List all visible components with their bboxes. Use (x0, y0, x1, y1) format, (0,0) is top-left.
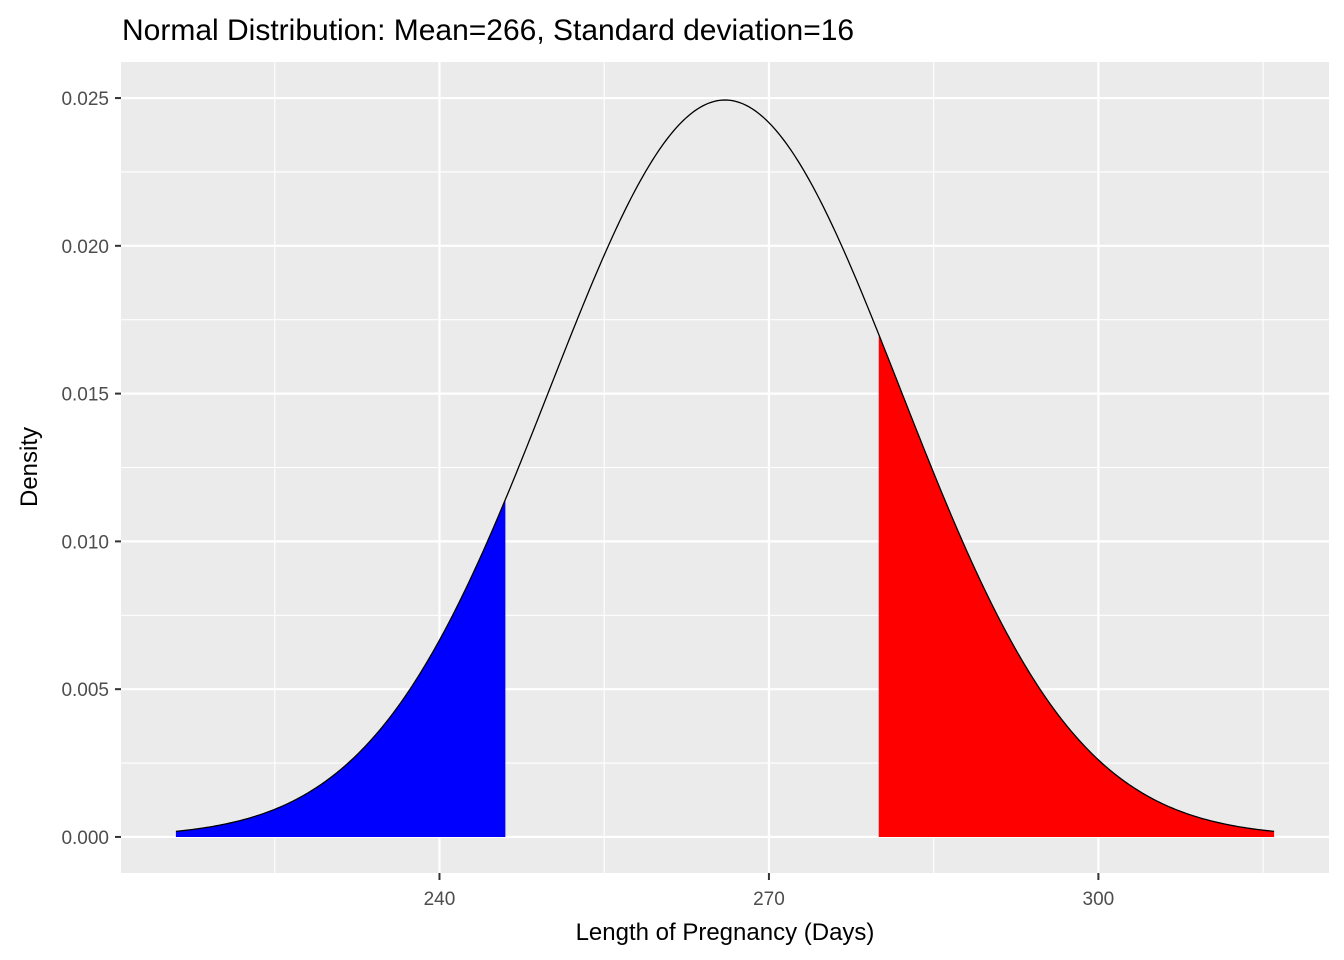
minor-gridlines (121, 62, 1329, 873)
x-tick-label: 240 (424, 889, 456, 910)
upper-tail-area (878, 334, 1275, 837)
lower-tail-area (175, 499, 506, 837)
y-tick-label: 0.015 (61, 385, 109, 406)
chart-title: Normal Distribution: Mean=266, Standard … (122, 14, 854, 47)
x-axis: 240 270 300 (424, 873, 1115, 910)
shaded-areas (175, 334, 1275, 837)
y-tick-label: 0.005 (61, 680, 109, 701)
y-tick-label: 0.010 (61, 532, 109, 553)
x-axis-title: Length of Pregnancy (Days) (576, 919, 875, 946)
y-tick-label: 0.025 (61, 89, 109, 110)
y-axis-title: Density (16, 427, 43, 507)
y-tick-label: 0.000 (61, 828, 109, 849)
y-axis: 0.000 0.005 0.010 0.015 0.020 0.025 (61, 89, 121, 849)
x-tick-label: 270 (753, 889, 785, 910)
density-curve (175, 99, 1275, 833)
y-tick-label: 0.020 (61, 237, 109, 258)
x-tick-label: 300 (1083, 889, 1115, 910)
